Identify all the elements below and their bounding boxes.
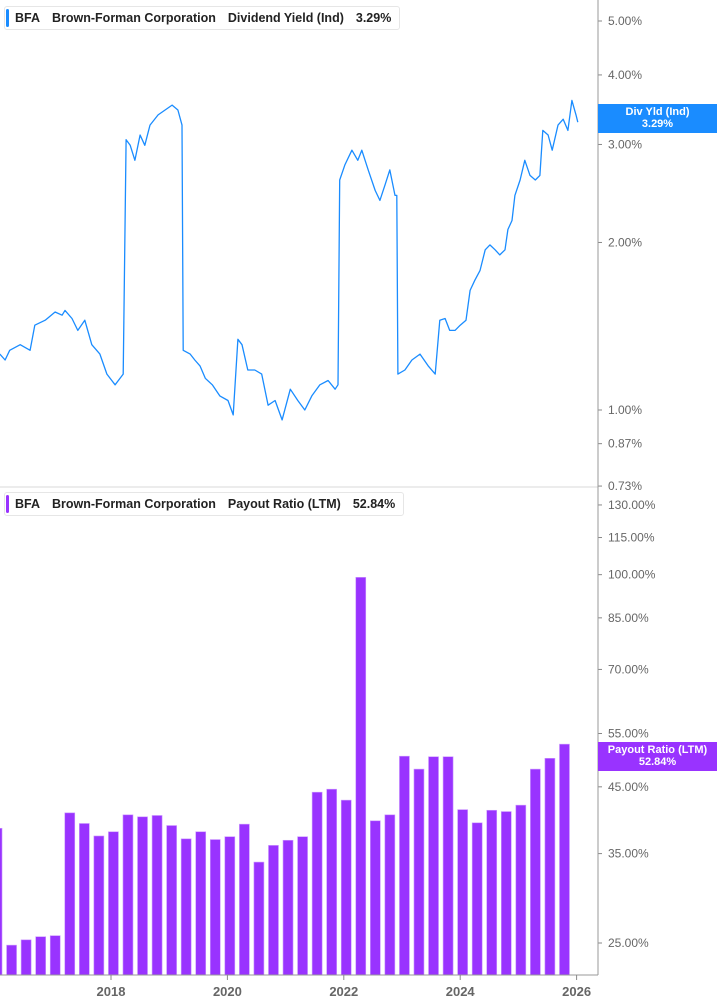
x-tick-label: 2020 xyxy=(213,984,242,999)
payout-bar xyxy=(544,757,556,976)
y-tick-label: 45.00% xyxy=(608,780,649,794)
payout-bar xyxy=(413,768,425,976)
payout-bar xyxy=(108,831,119,976)
payout-bar xyxy=(209,839,221,976)
y-tick-label: 25.00% xyxy=(608,936,649,950)
legend-metric: Payout Ratio (LTM) xyxy=(227,497,341,511)
y-tick-label: 100.00% xyxy=(608,568,656,582)
payout-bar xyxy=(137,816,148,976)
x-axis-ticks: 2018 2020 2022 2024 2026 xyxy=(97,975,591,999)
payout-bar xyxy=(500,811,512,976)
y-tick-label: 130.00% xyxy=(608,498,656,512)
payout-bar xyxy=(93,835,105,976)
x-tick-label: 2026 xyxy=(562,984,591,999)
legend-value: 52.84% xyxy=(352,497,396,511)
y-tick-label: 0.87% xyxy=(608,437,642,451)
y-tick-label: 35.00% xyxy=(608,847,649,861)
payout-bar xyxy=(370,820,381,976)
payout-bar xyxy=(79,823,90,976)
payout-bar xyxy=(515,804,527,976)
payout-last-value-marker: Payout Ratio (LTM) 52.84% xyxy=(598,742,717,771)
payout-bar xyxy=(428,756,439,976)
payout-bar xyxy=(311,791,323,976)
yield-legend-swatch xyxy=(6,9,9,27)
payout-bar xyxy=(282,839,294,976)
y-tick-label: 3.00% xyxy=(608,137,642,151)
payout-bar xyxy=(35,936,46,976)
payout-axis-ticks: 130.00% 115.00% 100.00% 85.00% 70.00% 55.00% 4… xyxy=(598,498,656,950)
marker-value: 3.29% xyxy=(641,118,674,130)
payout-bar xyxy=(340,799,352,976)
legend-ticker: BFA xyxy=(15,11,40,25)
y-tick-label: 85.00% xyxy=(608,611,649,625)
payout-bar xyxy=(239,823,250,976)
payout-bars xyxy=(0,577,570,976)
payout-bar xyxy=(442,756,454,976)
payout-bar xyxy=(151,815,163,976)
payout-bar xyxy=(180,838,192,976)
legend-ticker: BFA xyxy=(15,497,40,511)
payout-bar xyxy=(399,755,410,976)
payout-bar xyxy=(326,788,337,976)
payout-bar xyxy=(355,577,367,976)
payout-bar xyxy=(0,827,3,976)
y-tick-label: 55.00% xyxy=(608,727,649,741)
payout-bar xyxy=(268,845,279,976)
payout-bar xyxy=(253,861,265,976)
y-tick-label: 5.00% xyxy=(608,14,642,28)
payout-bar xyxy=(457,809,468,976)
payout-bar xyxy=(49,935,61,976)
payout-bar xyxy=(384,814,396,976)
payout-bar xyxy=(471,822,483,976)
y-tick-label: 2.00% xyxy=(608,235,642,249)
payout-bar xyxy=(64,812,76,976)
payout-bar xyxy=(559,743,570,976)
y-tick-label: 4.00% xyxy=(608,68,642,82)
y-tick-label: 70.00% xyxy=(608,662,649,676)
legend-metric: Dividend Yield (Ind) xyxy=(227,11,344,25)
payout-legend-swatch xyxy=(6,495,9,513)
payout-bar xyxy=(122,814,134,976)
legend-company: Brown-Forman Corporation xyxy=(52,11,216,25)
y-tick-label: 0.73% xyxy=(608,479,642,493)
yield-last-value-marker: Div Yld (Ind) 3.29% xyxy=(598,104,717,133)
legend-value: 3.29% xyxy=(355,11,392,25)
payout-bar xyxy=(486,809,498,976)
x-tick-label: 2024 xyxy=(446,984,476,999)
payout-legend: BFA Brown-Forman Corporation Payout Rati… xyxy=(4,492,405,516)
payout-bar xyxy=(20,939,32,976)
payout-bar xyxy=(224,836,236,976)
x-tick-label: 2022 xyxy=(329,984,358,999)
payout-bar xyxy=(6,944,17,976)
marker-value: 52.84% xyxy=(638,756,677,768)
yield-line xyxy=(0,99,579,421)
legend-company: Brown-Forman Corporation xyxy=(52,497,216,511)
marker-label: Div Yld (Ind) xyxy=(625,106,690,118)
marker-label: Payout Ratio (LTM) xyxy=(607,744,708,756)
x-tick-label: 2018 xyxy=(97,984,126,999)
y-tick-label: 1.00% xyxy=(608,403,642,417)
payout-bar xyxy=(297,836,308,976)
payout-bar xyxy=(166,825,177,976)
y-tick-label: 115.00% xyxy=(608,531,655,545)
payout-bar xyxy=(530,768,541,976)
yield-legend: BFA Brown-Forman Corporation Dividend Yi… xyxy=(4,6,401,30)
yield-axis-ticks: 5.00% 4.00% 3.00% 2.00% 1.00% 0.87% 0.73% xyxy=(598,14,642,493)
payout-bar xyxy=(195,831,207,976)
